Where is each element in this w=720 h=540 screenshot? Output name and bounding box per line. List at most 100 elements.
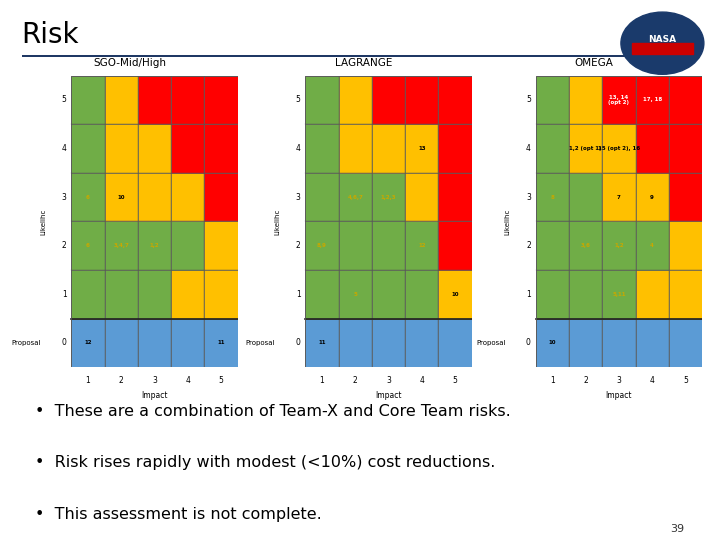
Text: 13, 14
(opt 2): 13, 14 (opt 2) [608, 94, 629, 105]
Bar [636, 270, 669, 319]
Bar [305, 270, 338, 319]
Bar [603, 270, 636, 319]
Text: 11: 11 [318, 340, 326, 346]
Bar [104, 76, 138, 124]
Text: 4: 4 [419, 376, 424, 385]
Text: •  This assessment is not complete.: • This assessment is not complete. [35, 507, 322, 522]
Text: 4: 4 [296, 144, 300, 153]
Text: 39: 39 [670, 524, 684, 534]
Bar [569, 221, 603, 270]
Text: 1: 1 [62, 290, 66, 299]
Bar [569, 173, 603, 221]
Bar [71, 124, 104, 173]
Bar [305, 319, 338, 367]
Text: 2: 2 [119, 376, 124, 385]
Bar [669, 221, 702, 270]
Text: 5: 5 [62, 96, 66, 104]
Text: 5: 5 [526, 96, 531, 104]
Text: LAGRANGE: LAGRANGE [335, 58, 392, 68]
Bar [372, 319, 405, 367]
Text: 0: 0 [526, 339, 531, 347]
Bar [536, 319, 569, 367]
Text: 12: 12 [418, 243, 426, 248]
Text: 3: 3 [386, 376, 391, 385]
Bar [536, 221, 569, 270]
Bar [171, 173, 204, 221]
Bar [438, 173, 472, 221]
Bar [603, 124, 636, 173]
Text: 7: 7 [617, 194, 621, 200]
Text: 5: 5 [296, 96, 300, 104]
Bar [405, 173, 438, 221]
Text: 10: 10 [549, 340, 557, 346]
Bar [603, 76, 636, 124]
Text: 4: 4 [185, 376, 190, 385]
Bar [104, 173, 138, 221]
Text: 11: 11 [217, 340, 225, 346]
Bar [669, 76, 702, 124]
Text: 2: 2 [296, 241, 300, 250]
Text: •  These are a combination of Team-X and Core Team risks.: • These are a combination of Team-X and … [35, 404, 511, 418]
Bar [171, 76, 204, 124]
Text: 8,9: 8,9 [317, 243, 327, 248]
Bar [569, 319, 603, 367]
Bar [536, 76, 702, 367]
Bar [405, 221, 438, 270]
Text: 5: 5 [683, 376, 688, 385]
Bar [569, 270, 603, 319]
Text: 1: 1 [320, 376, 325, 385]
Bar [372, 173, 405, 221]
Text: 5: 5 [354, 292, 357, 297]
Bar [305, 124, 338, 173]
Text: 6: 6 [86, 243, 90, 248]
Bar [71, 76, 238, 367]
Text: 2: 2 [583, 376, 588, 385]
Bar [603, 221, 636, 270]
Text: 4: 4 [62, 144, 66, 153]
Text: 17, 18: 17, 18 [642, 97, 662, 103]
Bar [171, 124, 204, 173]
Bar [636, 319, 669, 367]
Bar [138, 270, 171, 319]
Bar [438, 76, 472, 124]
Text: 5: 5 [453, 376, 457, 385]
Text: 3,4,7: 3,4,7 [113, 243, 129, 248]
Text: Likelihc: Likelihc [505, 208, 510, 234]
Bar [204, 319, 238, 367]
Text: 1,2: 1,2 [150, 243, 159, 248]
Text: 3: 3 [62, 193, 66, 201]
Bar [669, 319, 702, 367]
Bar [138, 173, 171, 221]
Bar [372, 270, 405, 319]
Bar [438, 270, 472, 319]
Bar [71, 221, 104, 270]
Bar [204, 173, 238, 221]
Bar [372, 76, 405, 124]
Text: Likelihc: Likelihc [274, 208, 280, 234]
Bar [338, 319, 372, 367]
Text: 2: 2 [353, 376, 358, 385]
Text: 1: 1 [550, 376, 555, 385]
Text: Proposal: Proposal [476, 340, 505, 346]
Bar [372, 124, 405, 173]
Text: Impact: Impact [141, 392, 168, 401]
Bar [171, 221, 204, 270]
Text: 3: 3 [526, 193, 531, 201]
Bar [603, 173, 636, 221]
Bar [138, 221, 171, 270]
Bar [138, 319, 171, 367]
Text: Impact: Impact [375, 392, 402, 401]
Bar [204, 270, 238, 319]
Text: •  Risk rises rapidly with modest (<10%) cost reductions.: • Risk rises rapidly with modest (<10%) … [35, 455, 496, 470]
Bar [104, 221, 138, 270]
Text: 3: 3 [296, 193, 300, 201]
Bar [669, 270, 702, 319]
Bar [204, 124, 238, 173]
Bar [104, 124, 138, 173]
Bar [171, 270, 204, 319]
Text: 5: 5 [219, 376, 223, 385]
Text: 2: 2 [62, 241, 66, 250]
Bar [338, 124, 372, 173]
Bar [338, 173, 372, 221]
Text: Likelihc: Likelihc [40, 208, 46, 234]
